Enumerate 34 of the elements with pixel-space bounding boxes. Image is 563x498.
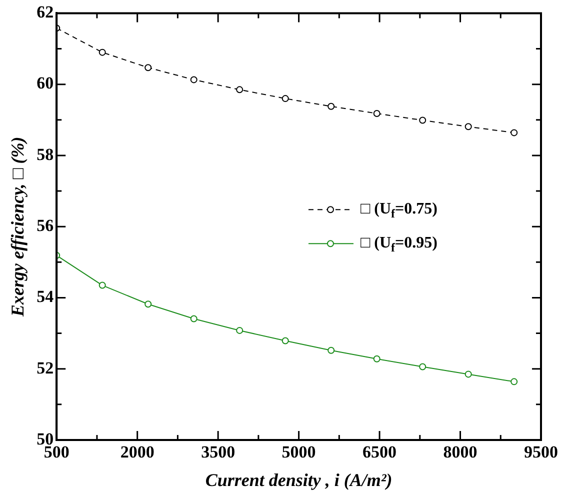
y-axis-title: Exergy efficiency, □ (%): [7, 136, 28, 318]
y-tick-label: 52: [36, 358, 54, 378]
point: [144, 300, 152, 308]
point: [419, 363, 426, 370]
y-tick-label: 54: [36, 287, 54, 306]
point: [464, 123, 472, 130]
point: [236, 326, 244, 334]
point: [464, 370, 472, 378]
point: [98, 282, 106, 289]
y-tick-label: 56: [36, 216, 54, 235]
x-tick-label: 6500: [362, 442, 397, 462]
point: [282, 95, 289, 102]
point: [282, 337, 289, 344]
point: [510, 378, 518, 386]
point: [328, 346, 335, 354]
point: [328, 102, 335, 110]
x-axis-title: Current density , i (A/m²): [205, 470, 392, 490]
point: [510, 129, 518, 136]
y-tick-label: 58: [36, 144, 54, 164]
point: [190, 315, 198, 322]
y-tick-label: 60: [36, 74, 54, 93]
point: [373, 110, 380, 117]
point: [373, 355, 380, 362]
x-tick-label: 3500: [201, 442, 236, 462]
point: [236, 86, 244, 94]
y-tick-label: 62: [36, 2, 54, 22]
point: [98, 48, 106, 56]
point: [419, 116, 426, 124]
x-tick-label: 8000: [443, 442, 478, 462]
point: [144, 64, 152, 72]
x-tick-label: 5000: [282, 442, 316, 462]
point: [190, 76, 198, 84]
x-tick-label: 9500: [524, 442, 558, 462]
x-tick-label: 2000: [120, 442, 154, 462]
